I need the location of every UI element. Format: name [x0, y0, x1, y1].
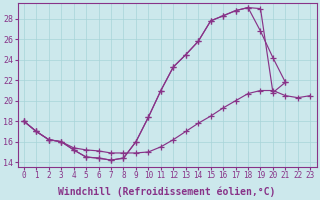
- X-axis label: Windchill (Refroidissement éolien,°C): Windchill (Refroidissement éolien,°C): [58, 186, 276, 197]
